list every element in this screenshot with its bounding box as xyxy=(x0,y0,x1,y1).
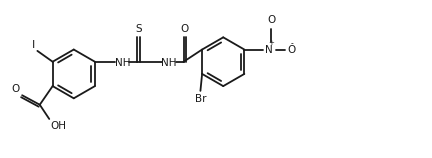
Text: NH: NH xyxy=(115,58,130,68)
Text: N: N xyxy=(265,45,273,55)
Text: O: O xyxy=(287,45,295,55)
Text: Br: Br xyxy=(195,94,206,104)
Text: NH: NH xyxy=(161,58,177,68)
Text: S: S xyxy=(135,24,142,34)
Text: O: O xyxy=(12,84,20,94)
Text: -: - xyxy=(291,39,294,48)
Text: O: O xyxy=(267,15,276,25)
Text: I: I xyxy=(32,40,35,50)
Text: O: O xyxy=(181,24,189,34)
Text: OH: OH xyxy=(51,121,67,131)
Text: +: + xyxy=(268,40,274,46)
